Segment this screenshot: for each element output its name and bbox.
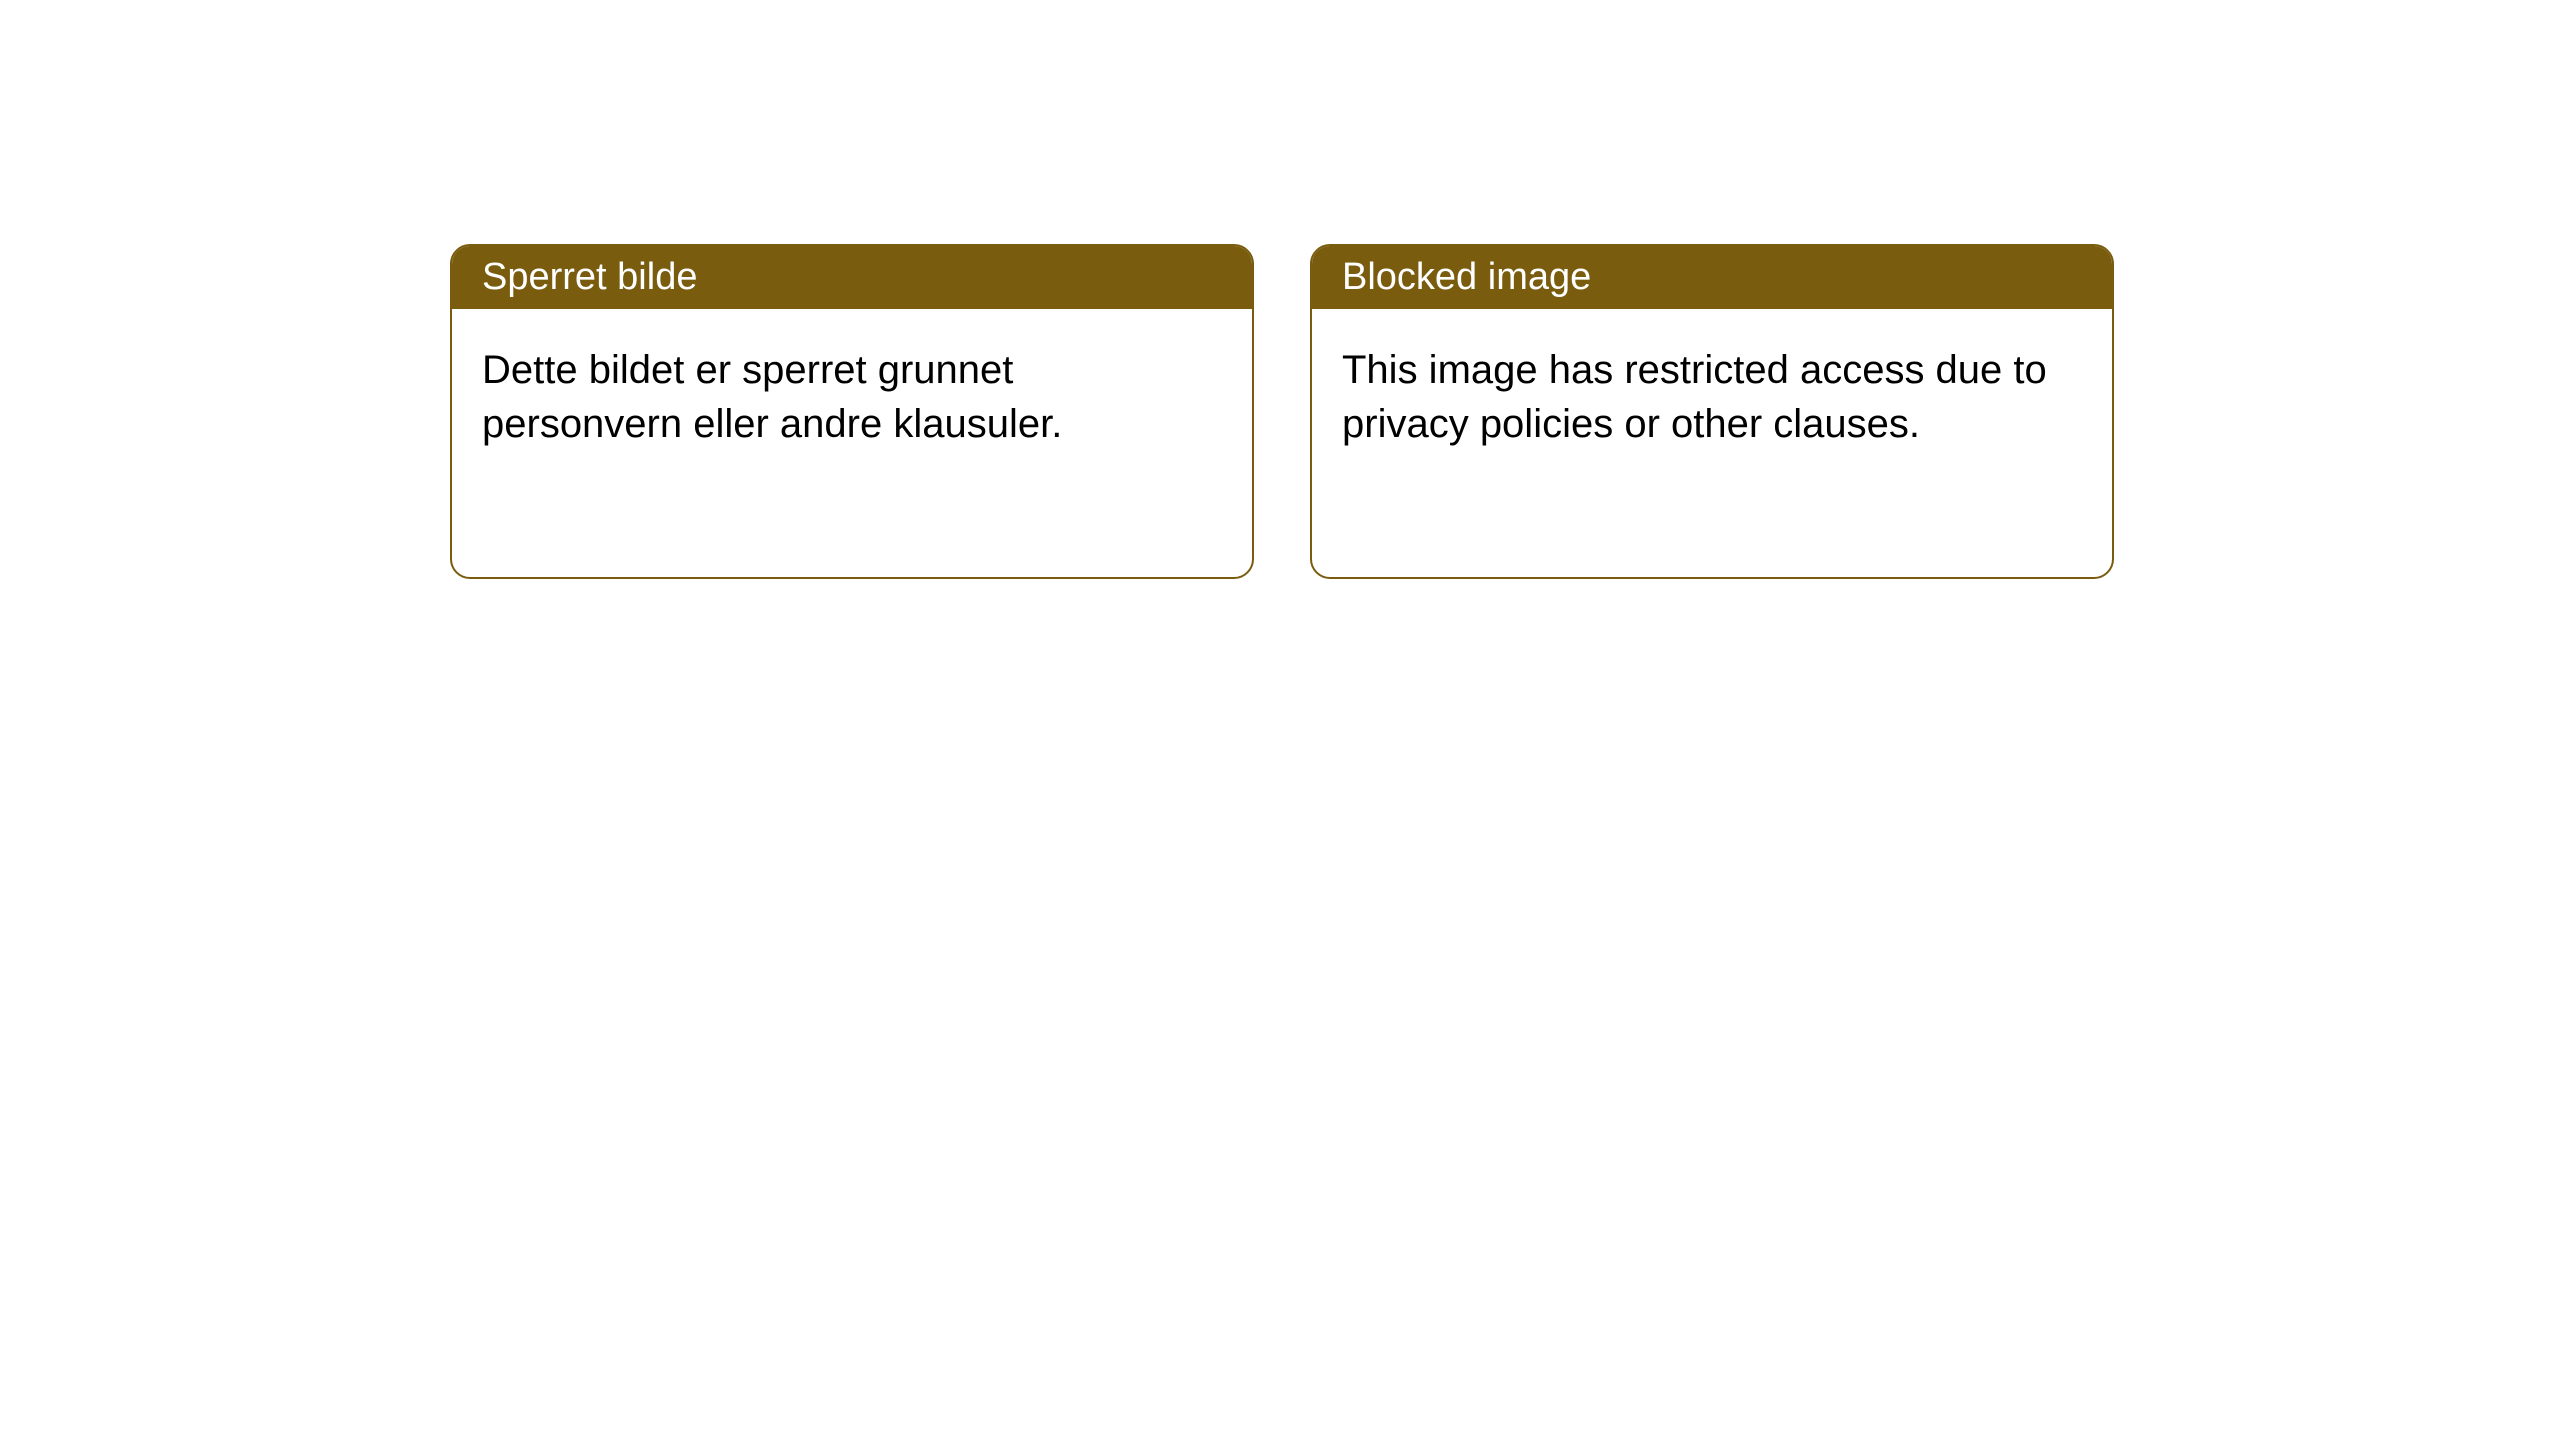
card-body: This image has restricted access due to … xyxy=(1312,309,2112,577)
notice-card-norwegian: Sperret bilde Dette bildet er sperret gr… xyxy=(450,244,1254,579)
card-header: Sperret bilde xyxy=(452,246,1252,309)
card-body-text: This image has restricted access due to … xyxy=(1342,348,2047,446)
notice-card-english: Blocked image This image has restricted … xyxy=(1310,244,2114,579)
card-body-text: Dette bildet er sperret grunnet personve… xyxy=(482,348,1062,446)
card-title: Blocked image xyxy=(1342,256,1591,298)
card-body: Dette bildet er sperret grunnet personve… xyxy=(452,309,1252,577)
card-header: Blocked image xyxy=(1312,246,2112,309)
notice-cards-container: Sperret bilde Dette bildet er sperret gr… xyxy=(450,244,2114,579)
card-title: Sperret bilde xyxy=(482,256,697,298)
